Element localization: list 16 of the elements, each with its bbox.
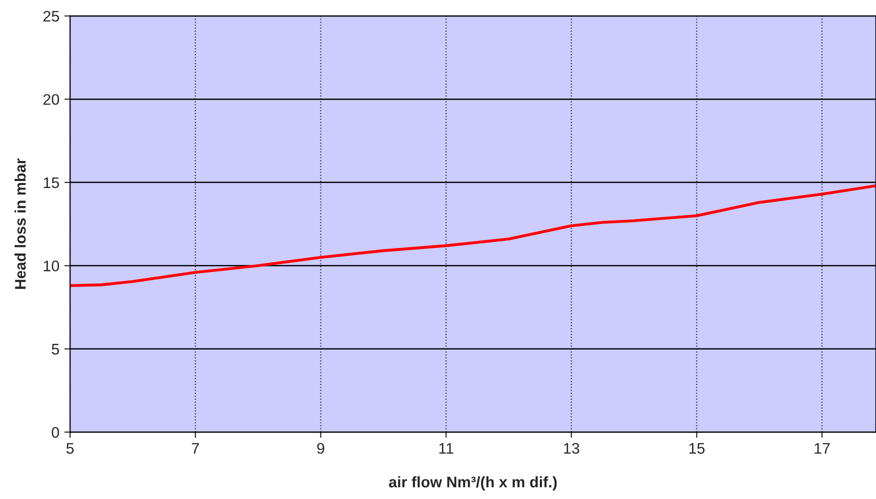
x-tick-label: 15 <box>689 443 705 454</box>
y-tick-label: 5 <box>52 344 60 355</box>
y-tick-label: 10 <box>44 260 60 272</box>
line-series <box>70 184 876 288</box>
x-tick-label: 11 <box>439 443 454 454</box>
x-tick-label: 5 <box>66 443 74 454</box>
y-axis-title: Head loss in mbar <box>14 158 26 289</box>
x-tick-label: 9 <box>317 442 324 454</box>
x-tick-label: 13 <box>564 442 580 454</box>
x-axis-title: air flow Nm³/(h x m dif.) <box>388 476 557 490</box>
x-tick-label: 17 <box>814 443 830 454</box>
x-tick-label: 7 <box>192 443 199 454</box>
y-tick-label: 20 <box>43 94 60 105</box>
y-tick-label: 15 <box>44 177 60 188</box>
y-tick-label: 0 <box>52 427 60 438</box>
y-tick-label: 25 <box>43 10 60 22</box>
